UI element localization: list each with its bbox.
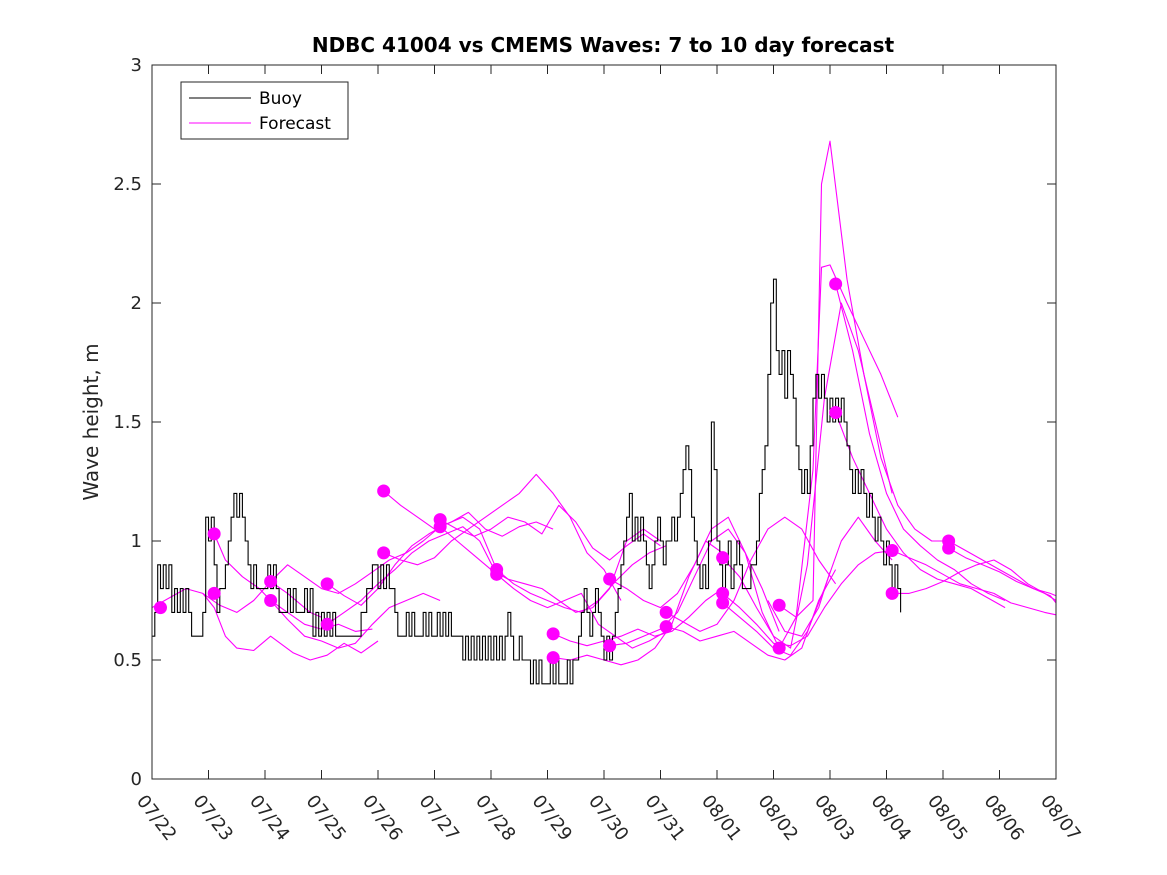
x-tick-label: 08/02 [754, 791, 802, 845]
forecast-line-4 [270, 526, 441, 594]
x-tick-label: 07/23 [189, 791, 237, 845]
forecast-line-6 [326, 526, 498, 625]
forecast-marker-19 [716, 596, 730, 610]
legend-label-forecast: Forecast [259, 114, 331, 134]
x-axis: 07/22 07/23 07/24 07/25 07/26 07/27 07/28 07/29… [132, 65, 1085, 845]
forecast-line-27 [892, 559, 1057, 601]
forecast-line-26 [891, 549, 1057, 616]
forecast-line-11 [496, 545, 667, 613]
y-tick-label: 3 [131, 55, 142, 76]
forecast-line-9 [439, 504, 661, 561]
forecast-marker-4 [264, 574, 278, 588]
plot-area: 07/22 07/23 07/24 07/25 07/26 07/27 07/28 07/29… [113, 55, 1084, 845]
y-axis-label: Wave height, m [79, 343, 103, 500]
forecast-marker-8 [377, 546, 391, 560]
forecast-line-23 [778, 264, 899, 649]
forecast-line-12 [496, 573, 667, 649]
y-tick-label: 1 [131, 531, 142, 552]
forecast-line-29 [948, 547, 1057, 597]
x-tick-label: 07/22 [132, 791, 180, 845]
forecast-marker-16 [603, 639, 617, 653]
x-tick-label: 07/25 [302, 791, 350, 845]
x-tick-label: 08/04 [867, 791, 915, 845]
forecast-marker-5 [320, 577, 334, 591]
forecast-marker-14 [546, 651, 560, 665]
x-tick-label: 07/29 [528, 791, 576, 845]
forecast-line-19 [722, 516, 893, 656]
x-tick-label: 07/28 [471, 791, 519, 845]
y-tick-label: 1.5 [113, 412, 142, 433]
x-tick-label: 08/05 [923, 791, 971, 845]
forecast-start-markers [153, 277, 956, 665]
forecast-marker-18 [659, 620, 673, 634]
forecast-marker-25 [829, 405, 843, 419]
buoy-line [152, 278, 902, 685]
forecast-marker-2 [207, 527, 221, 541]
forecast-line-21 [722, 549, 893, 647]
forecast-line-17 [665, 516, 837, 632]
forecast-marker-29 [942, 541, 956, 555]
forecast-marker-12 [490, 567, 504, 581]
x-tick-label: 08/07 [1036, 791, 1084, 845]
forecast-marker-26 [885, 544, 899, 558]
forecast-line-25 [835, 412, 1006, 609]
forecast-line-7 [383, 490, 554, 537]
forecast-line-28 [948, 540, 1057, 604]
forecast-line-3 [270, 592, 441, 649]
forecast-line-13 [552, 588, 723, 647]
forecast-line-30 [767, 571, 831, 637]
forecast-marker-15 [603, 572, 617, 586]
x-tick-label: 08/03 [810, 791, 858, 845]
forecast-marker-24 [829, 277, 843, 291]
forecast-line-24 [835, 283, 1006, 602]
forecast-marker-3 [264, 594, 278, 607]
forecast-marker-6 [320, 617, 334, 631]
forecast-marker-0 [153, 601, 167, 615]
chart-title: NDBC 41004 vs CMEMS Waves: 7 to 10 day f… [312, 33, 895, 57]
forecast-marker-23 [772, 641, 786, 655]
y-tick-label: 0 [131, 769, 142, 790]
forecast-marker-22 [772, 598, 786, 612]
forecast-line-22 [778, 140, 949, 618]
forecast-line-1 [202, 593, 379, 661]
forecast-line-8 [383, 473, 622, 601]
forecast-line-5 [326, 516, 498, 606]
x-tick-label: 07/24 [245, 791, 293, 845]
y-tick-label: 2 [131, 293, 142, 314]
legend-label-buoy: Buoy [259, 89, 302, 109]
y-tick-label: 2.5 [113, 174, 142, 195]
buoy-series-group [152, 278, 902, 685]
forecast-marker-13 [546, 627, 560, 641]
forecast-marker-20 [716, 551, 730, 565]
forecast-marker-17 [659, 605, 673, 619]
x-tick-label: 07/27 [415, 791, 463, 845]
forecast-marker-1 [207, 586, 221, 600]
y-tick-label: 0.5 [113, 650, 142, 671]
forecast-line-2 [213, 533, 373, 632]
plot-frame [151, 64, 1057, 780]
legend-box [180, 81, 349, 140]
forecast-marker-10 [433, 520, 447, 534]
forecast-series-group [151, 140, 1057, 666]
x-tick-label: 08/06 [980, 791, 1028, 845]
forecast-marker-7 [377, 484, 391, 498]
x-tick-label: 08/01 [697, 791, 745, 845]
y-axis: 0 0.5 1 1.5 2 2.5 3 [113, 55, 1056, 790]
forecast-marker-21 [716, 586, 730, 600]
x-tick-label: 07/26 [358, 791, 406, 845]
x-tick-label: 07/30 [584, 791, 632, 845]
x-tick-label: 07/31 [641, 791, 689, 845]
legend: Buoy Forecast [180, 81, 349, 140]
forecast-marker-27 [885, 586, 899, 600]
